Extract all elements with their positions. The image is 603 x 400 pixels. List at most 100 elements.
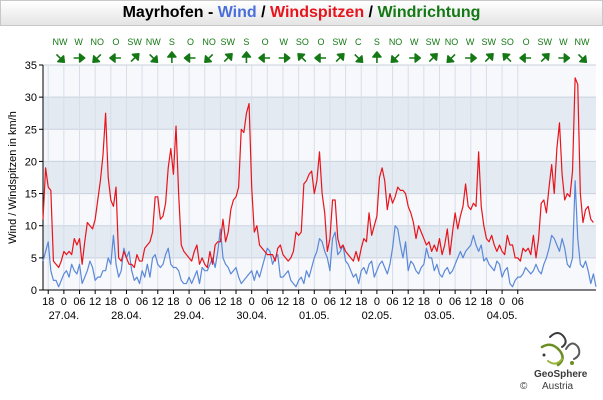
x-tick-label: 18 <box>167 296 179 308</box>
arrow-shape <box>92 53 102 64</box>
arrow-shape <box>183 53 196 63</box>
wind-direction-arrow-icon <box>241 51 252 63</box>
grid-band <box>43 225 596 258</box>
x-tick-label: 06 <box>136 296 148 308</box>
geosphere-logo-mark <box>540 332 581 367</box>
title-separator: - <box>203 4 218 21</box>
x-tick-label: 12 <box>152 296 164 308</box>
arrow-shape <box>278 53 291 63</box>
arrow-shape <box>372 51 382 63</box>
x-tick-label: 0 <box>249 296 255 308</box>
wind-direction-arrow-icon <box>92 53 102 64</box>
wind-direction-label: NW <box>53 37 68 47</box>
wind-direction-arrow-icon <box>519 53 532 63</box>
x-tick-label: 06 <box>261 296 273 308</box>
arrow-shape <box>428 52 438 63</box>
arrow-shape <box>73 53 86 63</box>
x-date-label: 28.04. <box>111 310 142 322</box>
y-tick-label: 5 <box>31 253 37 265</box>
arrow-shape <box>519 53 532 63</box>
title-gusts: Windspitzen <box>270 4 365 21</box>
geosphere-logo: GeoSphere © Austria <box>520 325 600 397</box>
wind-direction-label: SO <box>296 37 309 47</box>
wind-direction-label: SW <box>221 37 236 47</box>
wind-direction-label: O <box>523 37 530 47</box>
arrow-shape <box>204 53 214 64</box>
x-tick-label: 0 <box>499 296 505 308</box>
x-tick-label: 12 <box>277 296 289 308</box>
x-date-label: 02.05. <box>362 310 393 322</box>
wind-direction-label: O <box>112 37 119 47</box>
y-tick-label: 0 <box>31 285 37 297</box>
wind-direction-label: NO <box>202 37 216 47</box>
x-tick-label: 06 <box>512 296 524 308</box>
x-tick-label: 18 <box>105 296 117 308</box>
logo-name: GeoSphere <box>534 369 588 380</box>
title-station: Mayrhofen <box>122 4 204 21</box>
chart-title: Mayrhofen - Wind / Windspitzen / Windric… <box>0 0 603 26</box>
wind-direction-arrow-icon <box>465 53 477 63</box>
arrow-shape <box>446 53 456 64</box>
y-axis-label: Wind / Windspitzen in km/h <box>7 111 19 244</box>
wind-direction-label: NW <box>146 37 161 47</box>
wind-direction-label: W <box>279 37 288 47</box>
wind-direction-arrow-icon <box>335 52 345 63</box>
wind-direction-arrow-icon <box>109 53 121 63</box>
wind-direction-arrow-icon <box>130 52 140 63</box>
title-separator: / <box>364 4 378 21</box>
x-tick-label: 18 <box>355 296 367 308</box>
wind-direction-label: W <box>74 37 83 47</box>
arrow-shape <box>484 52 494 63</box>
wind-direction-arrow-icon <box>446 53 456 64</box>
wind-direction-label: S <box>169 37 175 47</box>
y-tick-label: 30 <box>25 92 37 104</box>
x-tick-label: 06 <box>324 296 336 308</box>
x-tick-label: 0 <box>374 296 380 308</box>
x-tick-label: 06 <box>199 296 211 308</box>
wind-direction-label: S <box>374 37 380 47</box>
x-tick-label: 18 <box>418 296 430 308</box>
x-tick-label: 18 <box>293 296 305 308</box>
wind-direction-label: O <box>317 37 324 47</box>
title-wind: Wind <box>217 4 257 21</box>
wind-direction-label: C <box>355 37 362 47</box>
wind-direction-arrow-icon <box>73 53 86 63</box>
wind-direction-arrow-icon <box>223 52 233 63</box>
x-tick-label: 12 <box>402 296 414 308</box>
x-tick-label: 0 <box>436 296 442 308</box>
arrow-shape <box>390 53 400 64</box>
y-tick-label: 20 <box>25 156 37 168</box>
wind-direction-arrow-icon <box>167 51 177 63</box>
arrow-shape <box>335 52 345 63</box>
wind-direction-label: W <box>410 37 419 47</box>
wind-direction-arrow-icon <box>258 53 271 63</box>
x-tick-label: 06 <box>449 296 461 308</box>
wind-direction-arrow-icon <box>558 53 571 63</box>
wind-direction-arrow-icon <box>204 53 214 64</box>
y-tick-label: 35 <box>25 60 37 72</box>
wind-direction-label: SO <box>501 37 514 47</box>
x-date-label: 27.04. <box>49 310 80 322</box>
wind-direction-arrow-icon <box>484 52 494 63</box>
grid-band <box>43 161 596 194</box>
wind-direction-arrow-icon <box>183 53 196 63</box>
x-tick-label: 0 <box>123 296 129 308</box>
wind-direction-label: W <box>466 37 475 47</box>
arrow-shape <box>409 53 422 63</box>
wind-direction-label: SW <box>332 37 347 47</box>
arrow-shape <box>465 53 477 63</box>
wind-direction-arrow-icon <box>428 52 438 63</box>
wind-direction-label: W <box>559 37 568 47</box>
x-tick-label: 12 <box>214 296 226 308</box>
arrow-shape <box>354 53 364 64</box>
x-date-label: 01.05. <box>299 310 330 322</box>
x-tick-label: 12 <box>339 296 351 308</box>
wind-direction-label: SW <box>537 37 552 47</box>
arrow-shape <box>241 51 252 63</box>
wind-series-line <box>42 180 597 288</box>
x-tick-label: 0 <box>61 296 67 308</box>
arrow-shape <box>109 53 121 63</box>
wind-direction-label: O <box>187 37 194 47</box>
wind-direction-label: NW <box>575 37 590 47</box>
